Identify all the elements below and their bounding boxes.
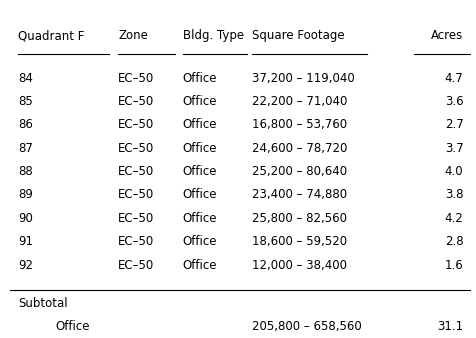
- Text: 90: 90: [18, 212, 33, 225]
- Text: 3.7: 3.7: [445, 142, 464, 155]
- Text: 4.7: 4.7: [445, 72, 464, 84]
- Text: Office: Office: [183, 118, 217, 131]
- Text: 23,400 – 74,880: 23,400 – 74,880: [252, 189, 347, 201]
- Text: 3.8: 3.8: [445, 189, 464, 201]
- Text: EC–50: EC–50: [118, 235, 154, 248]
- Text: EC–50: EC–50: [118, 142, 154, 155]
- Text: Office: Office: [183, 95, 217, 108]
- Text: EC–50: EC–50: [118, 95, 154, 108]
- Text: Office: Office: [56, 320, 90, 333]
- Text: Office: Office: [183, 259, 217, 271]
- Text: 84: 84: [18, 72, 33, 84]
- Text: 1.6: 1.6: [445, 259, 464, 271]
- Text: Office: Office: [183, 165, 217, 178]
- Text: 22,200 – 71,040: 22,200 – 71,040: [252, 95, 347, 108]
- Text: 2.8: 2.8: [445, 235, 464, 248]
- Text: EC–50: EC–50: [118, 72, 154, 84]
- Text: Quadrant F: Quadrant F: [18, 29, 84, 43]
- Text: Office: Office: [183, 235, 217, 248]
- Text: 4.0: 4.0: [445, 165, 464, 178]
- Text: 25,200 – 80,640: 25,200 – 80,640: [252, 165, 347, 178]
- Text: 85: 85: [18, 95, 32, 108]
- Text: 91: 91: [18, 235, 33, 248]
- Text: Bldg. Type: Bldg. Type: [183, 29, 244, 43]
- Text: EC–50: EC–50: [118, 165, 154, 178]
- Text: Office: Office: [183, 72, 217, 84]
- Text: 4.2: 4.2: [445, 212, 464, 225]
- Text: EC–50: EC–50: [118, 189, 154, 201]
- Text: 16,800 – 53,760: 16,800 – 53,760: [252, 118, 347, 131]
- Text: 205,800 – 658,560: 205,800 – 658,560: [252, 320, 362, 333]
- Text: Square Footage: Square Footage: [252, 29, 345, 43]
- Text: 25,800 – 82,560: 25,800 – 82,560: [252, 212, 347, 225]
- Text: 89: 89: [18, 189, 33, 201]
- Text: 87: 87: [18, 142, 33, 155]
- Text: 86: 86: [18, 118, 33, 131]
- Text: Office: Office: [183, 212, 217, 225]
- Text: Subtotal: Subtotal: [18, 296, 68, 310]
- Text: Acres: Acres: [431, 29, 464, 43]
- Text: Zone: Zone: [118, 29, 148, 43]
- Text: EC–50: EC–50: [118, 212, 154, 225]
- Text: 12,000 – 38,400: 12,000 – 38,400: [252, 259, 347, 271]
- Text: 37,200 – 119,040: 37,200 – 119,040: [252, 72, 355, 84]
- Text: 88: 88: [18, 165, 32, 178]
- Text: 24,600 – 78,720: 24,600 – 78,720: [252, 142, 347, 155]
- Text: 92: 92: [18, 259, 33, 271]
- Text: 2.7: 2.7: [445, 118, 464, 131]
- Text: Office: Office: [183, 189, 217, 201]
- Text: 3.6: 3.6: [445, 95, 464, 108]
- Text: 31.1: 31.1: [437, 320, 464, 333]
- Text: EC–50: EC–50: [118, 118, 154, 131]
- Text: 18,600 – 59,520: 18,600 – 59,520: [252, 235, 347, 248]
- Text: EC–50: EC–50: [118, 259, 154, 271]
- Text: Office: Office: [183, 142, 217, 155]
